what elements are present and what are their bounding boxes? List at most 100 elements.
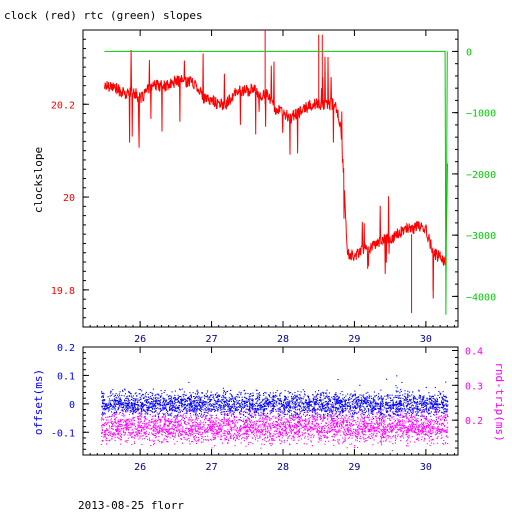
rnd-trip-point <box>101 417 103 419</box>
offset-point <box>150 397 152 399</box>
offset-point <box>412 397 414 399</box>
offset-point <box>430 411 432 413</box>
offset-point <box>223 402 225 404</box>
rnd-trip-point <box>364 419 366 421</box>
rnd-trip-point <box>147 433 149 435</box>
offset-point <box>336 399 338 401</box>
offset-point <box>148 407 150 409</box>
offset-point <box>231 410 233 412</box>
rnd-trip-point <box>370 418 372 420</box>
offset-point <box>226 414 228 416</box>
offset-point <box>139 389 141 391</box>
rnd-trip-point <box>210 417 212 419</box>
rnd-trip-point <box>212 425 214 427</box>
offset-point <box>226 398 228 400</box>
offset-point <box>153 404 155 406</box>
offset-point <box>304 401 306 403</box>
offset-point <box>263 398 265 400</box>
offset-point <box>350 405 352 407</box>
offset-point <box>267 403 269 405</box>
offset-point <box>134 404 136 406</box>
rnd-trip-point <box>228 432 230 434</box>
rnd-trip-point <box>294 433 296 435</box>
rnd-trip-point <box>260 414 262 416</box>
rnd-trip-point <box>422 427 424 429</box>
rnd-trip-point <box>141 424 143 426</box>
offset-point <box>387 405 389 407</box>
offset-point <box>135 398 137 400</box>
offset-point <box>373 409 375 411</box>
rnd-trip-point <box>100 419 102 421</box>
rnd-trip-point <box>402 430 404 432</box>
rnd-trip-point <box>313 424 315 426</box>
offset-point <box>122 402 124 404</box>
rnd-trip-point <box>357 433 359 435</box>
offset-point <box>436 400 438 402</box>
rnd-trip-point <box>401 428 403 430</box>
offset-point <box>204 408 206 410</box>
offset-point <box>372 398 374 400</box>
offset-point <box>153 404 155 406</box>
offset-point <box>280 401 282 403</box>
offset-point <box>147 393 149 395</box>
offset-point <box>178 402 180 404</box>
offset-point <box>248 410 250 412</box>
offset-point <box>373 402 375 404</box>
rnd-trip-point <box>425 418 427 420</box>
rnd-trip-point <box>333 434 335 436</box>
offset-point <box>263 409 265 411</box>
rnd-trip-point <box>256 429 258 431</box>
offset-point <box>128 407 130 409</box>
offset-point <box>411 394 413 396</box>
offset-point <box>249 408 251 410</box>
rnd-trip-point <box>410 419 412 421</box>
rnd-trip-point <box>306 414 308 416</box>
offset-point <box>382 412 384 414</box>
offset-point <box>242 400 244 402</box>
rnd-trip-point <box>206 431 208 433</box>
offset-point <box>350 406 352 408</box>
offset-point <box>400 389 402 391</box>
rnd-trip-point <box>211 417 213 419</box>
offset-point <box>108 404 110 406</box>
offset-point <box>218 394 220 396</box>
offset-point <box>422 411 424 413</box>
rnd-trip-point <box>103 424 105 426</box>
rnd-trip-point <box>309 425 311 427</box>
offset-point <box>210 405 212 407</box>
rnd-trip-point <box>190 427 192 429</box>
offset-point <box>403 399 405 401</box>
rnd-trip-point <box>371 422 373 424</box>
rnd-trip-point <box>229 425 231 427</box>
offset-point <box>326 397 328 399</box>
rnd-trip-point <box>344 429 346 431</box>
offset-point <box>251 400 253 402</box>
rnd-trip-point <box>113 433 115 435</box>
offset-point <box>229 407 231 409</box>
rnd-trip-point <box>336 430 338 432</box>
offset-point <box>110 405 112 407</box>
offset-point <box>308 409 310 411</box>
rnd-trip-point <box>141 430 143 432</box>
offset-point <box>286 404 288 406</box>
offset-point <box>252 394 254 396</box>
rnd-trip-point <box>189 418 191 420</box>
offset-point <box>312 401 314 403</box>
rnd-trip-point <box>323 417 325 419</box>
rnd-trip-point <box>162 412 164 414</box>
offset-point <box>157 400 159 402</box>
offset-point <box>242 414 244 416</box>
offset-point <box>379 412 381 414</box>
offset-point <box>236 393 238 395</box>
offset-point <box>169 400 171 402</box>
rnd-trip-point <box>137 432 139 434</box>
offset-point <box>211 394 213 396</box>
offset-point <box>415 404 417 406</box>
offset-point <box>418 397 420 399</box>
offset-point <box>294 413 296 415</box>
rnd-trip-point <box>345 440 347 442</box>
offset-point <box>361 402 363 404</box>
offset-point <box>426 400 428 402</box>
offset-point <box>297 405 299 407</box>
offset-point <box>334 394 336 396</box>
